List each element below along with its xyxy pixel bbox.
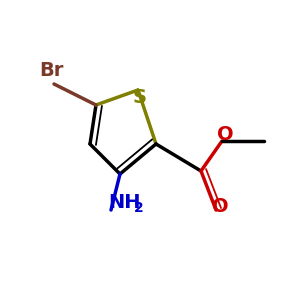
Text: S: S xyxy=(133,88,146,107)
Text: O: O xyxy=(212,197,229,217)
Text: Br: Br xyxy=(39,61,63,80)
Text: NH: NH xyxy=(108,193,140,212)
Text: O: O xyxy=(217,125,233,144)
Text: 2: 2 xyxy=(134,201,143,214)
